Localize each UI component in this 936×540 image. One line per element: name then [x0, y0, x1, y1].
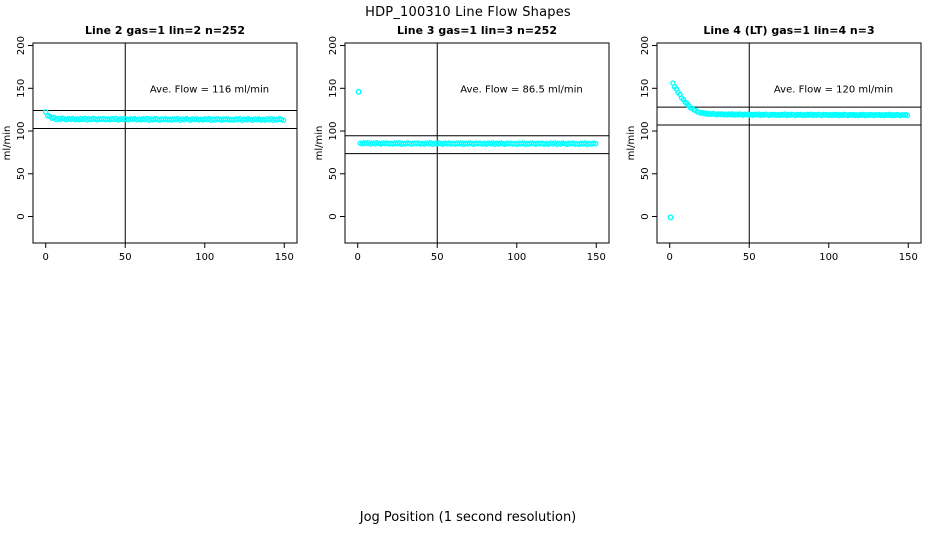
y-axis: 0 50 100 150 200: [328, 36, 345, 220]
panel-line2-chart: Line 2 gas=1 lin=2 n=252 0 50 100 150 0 50 100 1…: [2, 24, 298, 263]
ave-flow-annotation: Ave. Flow = 86.5 ml/min: [460, 85, 582, 96]
y-tick-label: 50: [328, 167, 339, 180]
x-tick-label: 100: [195, 252, 214, 263]
outlier-point: [667, 214, 674, 221]
x-tick-label: 150: [899, 252, 918, 263]
y-tick-label: 50: [640, 167, 651, 180]
x-axis: 0 50 100 150: [43, 243, 294, 263]
x-tick-label: 0: [667, 252, 673, 263]
y-tick-label: 150: [328, 79, 339, 98]
ave-flow-annotation: Ave. Flow = 116 ml/min: [150, 85, 269, 96]
data-point: [42, 109, 49, 115]
plot-box: [32, 42, 298, 244]
data-point: [280, 117, 287, 124]
y-tick-label: 100: [16, 121, 27, 140]
y-tick-label: 200: [640, 36, 651, 55]
reference-lines: [33, 43, 297, 243]
x-tick-label: 0: [43, 252, 49, 263]
y-tick-label: 100: [328, 121, 339, 140]
x-tick-label: 50: [431, 252, 444, 263]
outlier-point: [355, 88, 362, 95]
x-tick-label: 50: [743, 252, 756, 263]
x-tick-label: 50: [119, 252, 132, 263]
data-points: [667, 80, 911, 221]
x-tick-label: 100: [819, 252, 838, 263]
plot-box: [656, 42, 922, 244]
reference-lines: [657, 43, 921, 243]
x-axis: 0 50 100 150: [355, 243, 606, 263]
y-tick-label: 150: [16, 79, 27, 98]
data-points: [355, 88, 599, 148]
x-axis: 0 50 100 150: [667, 243, 918, 263]
x-tick-label: 150: [587, 252, 606, 263]
panel-line4-chart: Line 4 (LT) gas=1 lin=4 n=3 0 50 100 150 0 50 1…: [626, 24, 922, 263]
x-tick-label: 100: [507, 252, 526, 263]
y-axis-title: ml/min: [626, 126, 637, 161]
main-title: HDP_100310 Line Flow Shapes: [365, 5, 571, 20]
x-tick-label: 0: [355, 252, 361, 263]
data-point: [904, 112, 911, 119]
panel-row: Line 2 gas=1 lin=2 n=252 0 50 100 150 0 50 100 1…: [2, 24, 922, 263]
panel-line3-chart: Line 3 gas=1 lin=3 n=252 0 50 100 150 0 50 100 1…: [314, 24, 610, 263]
y-tick-label: 50: [16, 167, 27, 180]
panel-title: Line 2 gas=1 lin=2 n=252: [85, 24, 245, 37]
data-points: [42, 109, 287, 124]
x-tick-label: 150: [275, 252, 294, 263]
x-axis-label: Jog Position (1 second resolution): [359, 510, 577, 525]
y-axis-title: ml/min: [2, 126, 13, 161]
y-tick-label: 150: [640, 79, 651, 98]
panel-title: Line 3 gas=1 lin=3 n=252: [397, 24, 557, 37]
y-tick-label: 0: [328, 213, 339, 219]
panel-title: Line 4 (LT) gas=1 lin=4 n=3: [703, 24, 874, 37]
y-tick-label: 100: [640, 121, 651, 140]
y-axis: 0 50 100 150 200: [16, 36, 33, 220]
y-axis-title: ml/min: [314, 126, 325, 161]
plot-box: [344, 42, 610, 244]
ave-flow-annotation: Ave. Flow = 120 ml/min: [774, 85, 893, 96]
data-point: [593, 140, 599, 147]
y-tick-label: 200: [328, 36, 339, 55]
y-axis: 0 50 100 150 200: [640, 36, 657, 220]
y-tick-label: 0: [16, 213, 27, 219]
y-tick-label: 200: [16, 36, 27, 55]
y-tick-label: 0: [640, 213, 651, 219]
